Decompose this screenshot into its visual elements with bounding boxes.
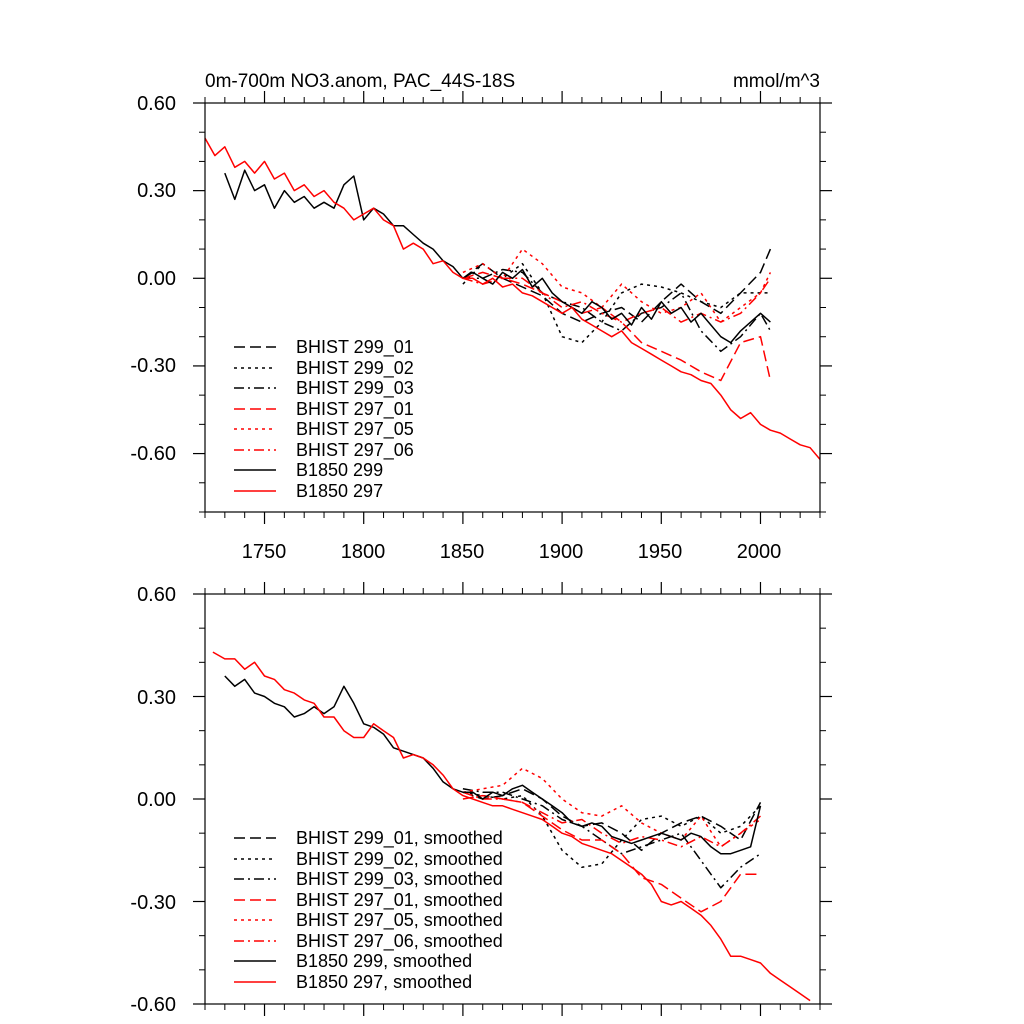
top-y-tick-label: -0.60 xyxy=(130,443,176,465)
top-series-line-6 xyxy=(224,169,771,344)
top-legend-label: B1850 297 xyxy=(296,481,383,501)
bottom-series-line-3 xyxy=(462,794,761,913)
top-x-tick-label: 2000 xyxy=(737,541,782,563)
top-legend-label: BHIST 299_03 xyxy=(296,378,414,399)
bottom-series-line-6 xyxy=(224,675,762,855)
top-x-tick-label: 1750 xyxy=(242,541,287,563)
top-series-line-5 xyxy=(462,277,772,323)
bottom-series-line-7 xyxy=(212,651,811,1002)
bottom-legend: BHIST 299_01, smoothed BHIST 299_02, smo… xyxy=(234,828,503,992)
bottom-y-tick-label: 0.30 xyxy=(137,687,176,709)
bottom-legend-label: BHIST 297_01, smoothed xyxy=(296,890,503,911)
bottom-y-tick-label: -0.30 xyxy=(130,892,176,914)
bottom-legend-label: BHIST 297_06, smoothed xyxy=(296,931,503,952)
top-series-line-4 xyxy=(462,248,772,323)
bottom-legend-label: BHIST 299_01, smoothed xyxy=(296,828,503,849)
top-chart-title: 0m-700m NO3.anom, PAC_44S-18S xyxy=(205,71,515,92)
bottom-series-line-5 xyxy=(462,791,761,848)
top-x-tick-label: 1900 xyxy=(539,541,584,563)
bottom-y-tick-label: -0.60 xyxy=(130,994,176,1016)
bottom-series-line-4 xyxy=(462,767,761,848)
top-legend-label: BHIST 297_06 xyxy=(296,440,414,461)
bottom-legend-label: BHIST 299_02, smoothed xyxy=(296,849,503,870)
top-legend-label: BHIST 297_01 xyxy=(296,399,414,420)
top-legend-label: BHIST 299_02 xyxy=(296,358,414,379)
top-series-layer xyxy=(204,137,821,460)
top-legend: BHIST 299_01 BHIST 299_02 BHIST 299_03 B… xyxy=(234,337,414,501)
bottom-legend-label: B1850 297, smoothed xyxy=(296,972,472,992)
bottom-panel: 0.60 0.30 0.00 -0.30 -0.60 BHIST 299_01,… xyxy=(130,582,832,1016)
bottom-y-tick-label: 0.00 xyxy=(137,789,176,811)
top-series-line-3 xyxy=(462,271,772,382)
top-series-line-7 xyxy=(204,137,821,460)
top-x-tick-labels: 1750 1800 1850 1900 1950 2000 xyxy=(242,541,782,563)
top-x-tick-label: 1950 xyxy=(638,541,683,563)
top-plot-frame xyxy=(204,102,821,513)
top-x-tick-label: 1800 xyxy=(341,541,386,563)
bottom-plot-frame xyxy=(204,593,821,1005)
bottom-y-tick-label: 0.60 xyxy=(137,584,176,606)
top-panel: 0m-700m NO3.anom, PAC_44S-18S mmol/m^3 0… xyxy=(130,71,832,563)
top-y-tick-label: -0.30 xyxy=(130,355,176,377)
top-y-tick-label: 0.30 xyxy=(137,180,176,202)
top-y-tick-labels: 0.60 0.30 0.00 -0.30 -0.60 xyxy=(130,93,176,465)
bottom-y-tick-labels: 0.60 0.30 0.00 -0.30 -0.60 xyxy=(130,584,176,1016)
bottom-legend-label: B1850 299, smoothed xyxy=(296,951,472,971)
bottom-series-line-1 xyxy=(462,791,762,869)
top-ticks xyxy=(193,91,832,524)
top-legend-label: B1850 299 xyxy=(296,460,383,480)
bottom-series-layer xyxy=(212,651,811,1002)
top-y-tick-label: 0.60 xyxy=(137,93,176,115)
top-series-line-1 xyxy=(462,262,771,344)
bottom-legend-label: BHIST 299_03, smoothed xyxy=(296,869,503,890)
top-legend-label: BHIST 297_05 xyxy=(296,419,414,440)
bottom-legend-label: BHIST 297_05, smoothed xyxy=(296,910,503,931)
top-x-tick-label: 1850 xyxy=(440,541,485,563)
top-series-line-2 xyxy=(462,268,772,353)
bottom-ticks xyxy=(193,582,832,1016)
top-y-tick-label: 0.00 xyxy=(137,268,176,290)
bottom-series-line-0 xyxy=(462,788,762,852)
top-series-line-0 xyxy=(462,248,772,323)
top-legend-label: BHIST 299_01 xyxy=(296,337,414,358)
top-chart-units: mmol/m^3 xyxy=(733,71,820,92)
